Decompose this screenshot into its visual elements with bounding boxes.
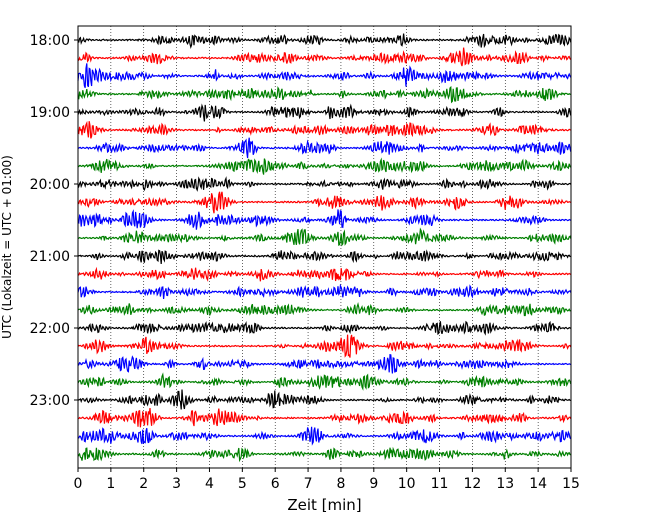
- trace-line: [77, 85, 571, 104]
- y-tick-label: 22:00: [30, 321, 70, 337]
- x-tick-label: 11: [431, 476, 449, 492]
- trace-line: [77, 157, 572, 175]
- y-tick-label: 18:00: [30, 33, 70, 49]
- trace-line: [77, 33, 572, 50]
- x-tick-label: 3: [172, 476, 181, 492]
- x-axis-ticks: 0 1 2 3 4 5 6 7 8 9 10 11 12 13 14 15: [74, 468, 580, 492]
- trace-line: [77, 47, 572, 67]
- x-tick-label: 4: [205, 476, 214, 492]
- trace-line: [77, 372, 572, 391]
- x-tick-label: 15: [562, 476, 580, 492]
- trace-line: [77, 302, 571, 317]
- trace-line: [77, 426, 572, 446]
- trace-line: [77, 191, 572, 214]
- trace-line: [77, 249, 571, 265]
- y-tick-label: 21:00: [30, 249, 70, 265]
- trace-line: [77, 408, 572, 428]
- trace-line: [77, 227, 572, 247]
- trace-line: [77, 209, 572, 230]
- trace-line: [77, 334, 572, 358]
- trace-line: [77, 283, 572, 299]
- x-tick-label: 1: [106, 476, 115, 492]
- trace-line: [77, 320, 572, 336]
- trace-line: [77, 103, 572, 122]
- y-axis-label: UTC (Lokalzeit = UTC + 01:00): [0, 155, 14, 339]
- trace-line: [77, 120, 572, 139]
- y-tick-label: 19:00: [30, 105, 70, 121]
- x-tick-label: 8: [336, 476, 345, 492]
- x-axis-label: Zeit [min]: [287, 496, 361, 514]
- trace-line: [77, 176, 572, 192]
- y-tick-label: 23:00: [30, 393, 70, 409]
- x-tick-label: 14: [529, 476, 547, 492]
- trace-line: [77, 266, 572, 282]
- x-tick-label: 5: [238, 476, 247, 492]
- trace-line: [77, 137, 572, 159]
- x-tick-label: 2: [139, 476, 148, 492]
- y-tick-label: 20:00: [30, 177, 70, 193]
- x-tick-label: 13: [496, 476, 514, 492]
- x-tick-label: 12: [463, 476, 481, 492]
- x-tick-label: 7: [304, 476, 313, 492]
- x-tick-label: 9: [369, 476, 378, 492]
- trace-line: [77, 353, 572, 374]
- y-axis-ticks: 18:00 19:00 20:00 21:00 22:00 23:00: [30, 33, 78, 409]
- seismic-traces: [77, 33, 572, 463]
- x-tick-label: 0: [74, 476, 83, 492]
- trace-line: [77, 63, 572, 88]
- x-tick-label: 6: [271, 476, 280, 492]
- trace-line: [77, 446, 571, 463]
- x-tick-label: 10: [398, 476, 416, 492]
- plot-frame: [77, 25, 572, 469]
- trace-line: [77, 389, 571, 410]
